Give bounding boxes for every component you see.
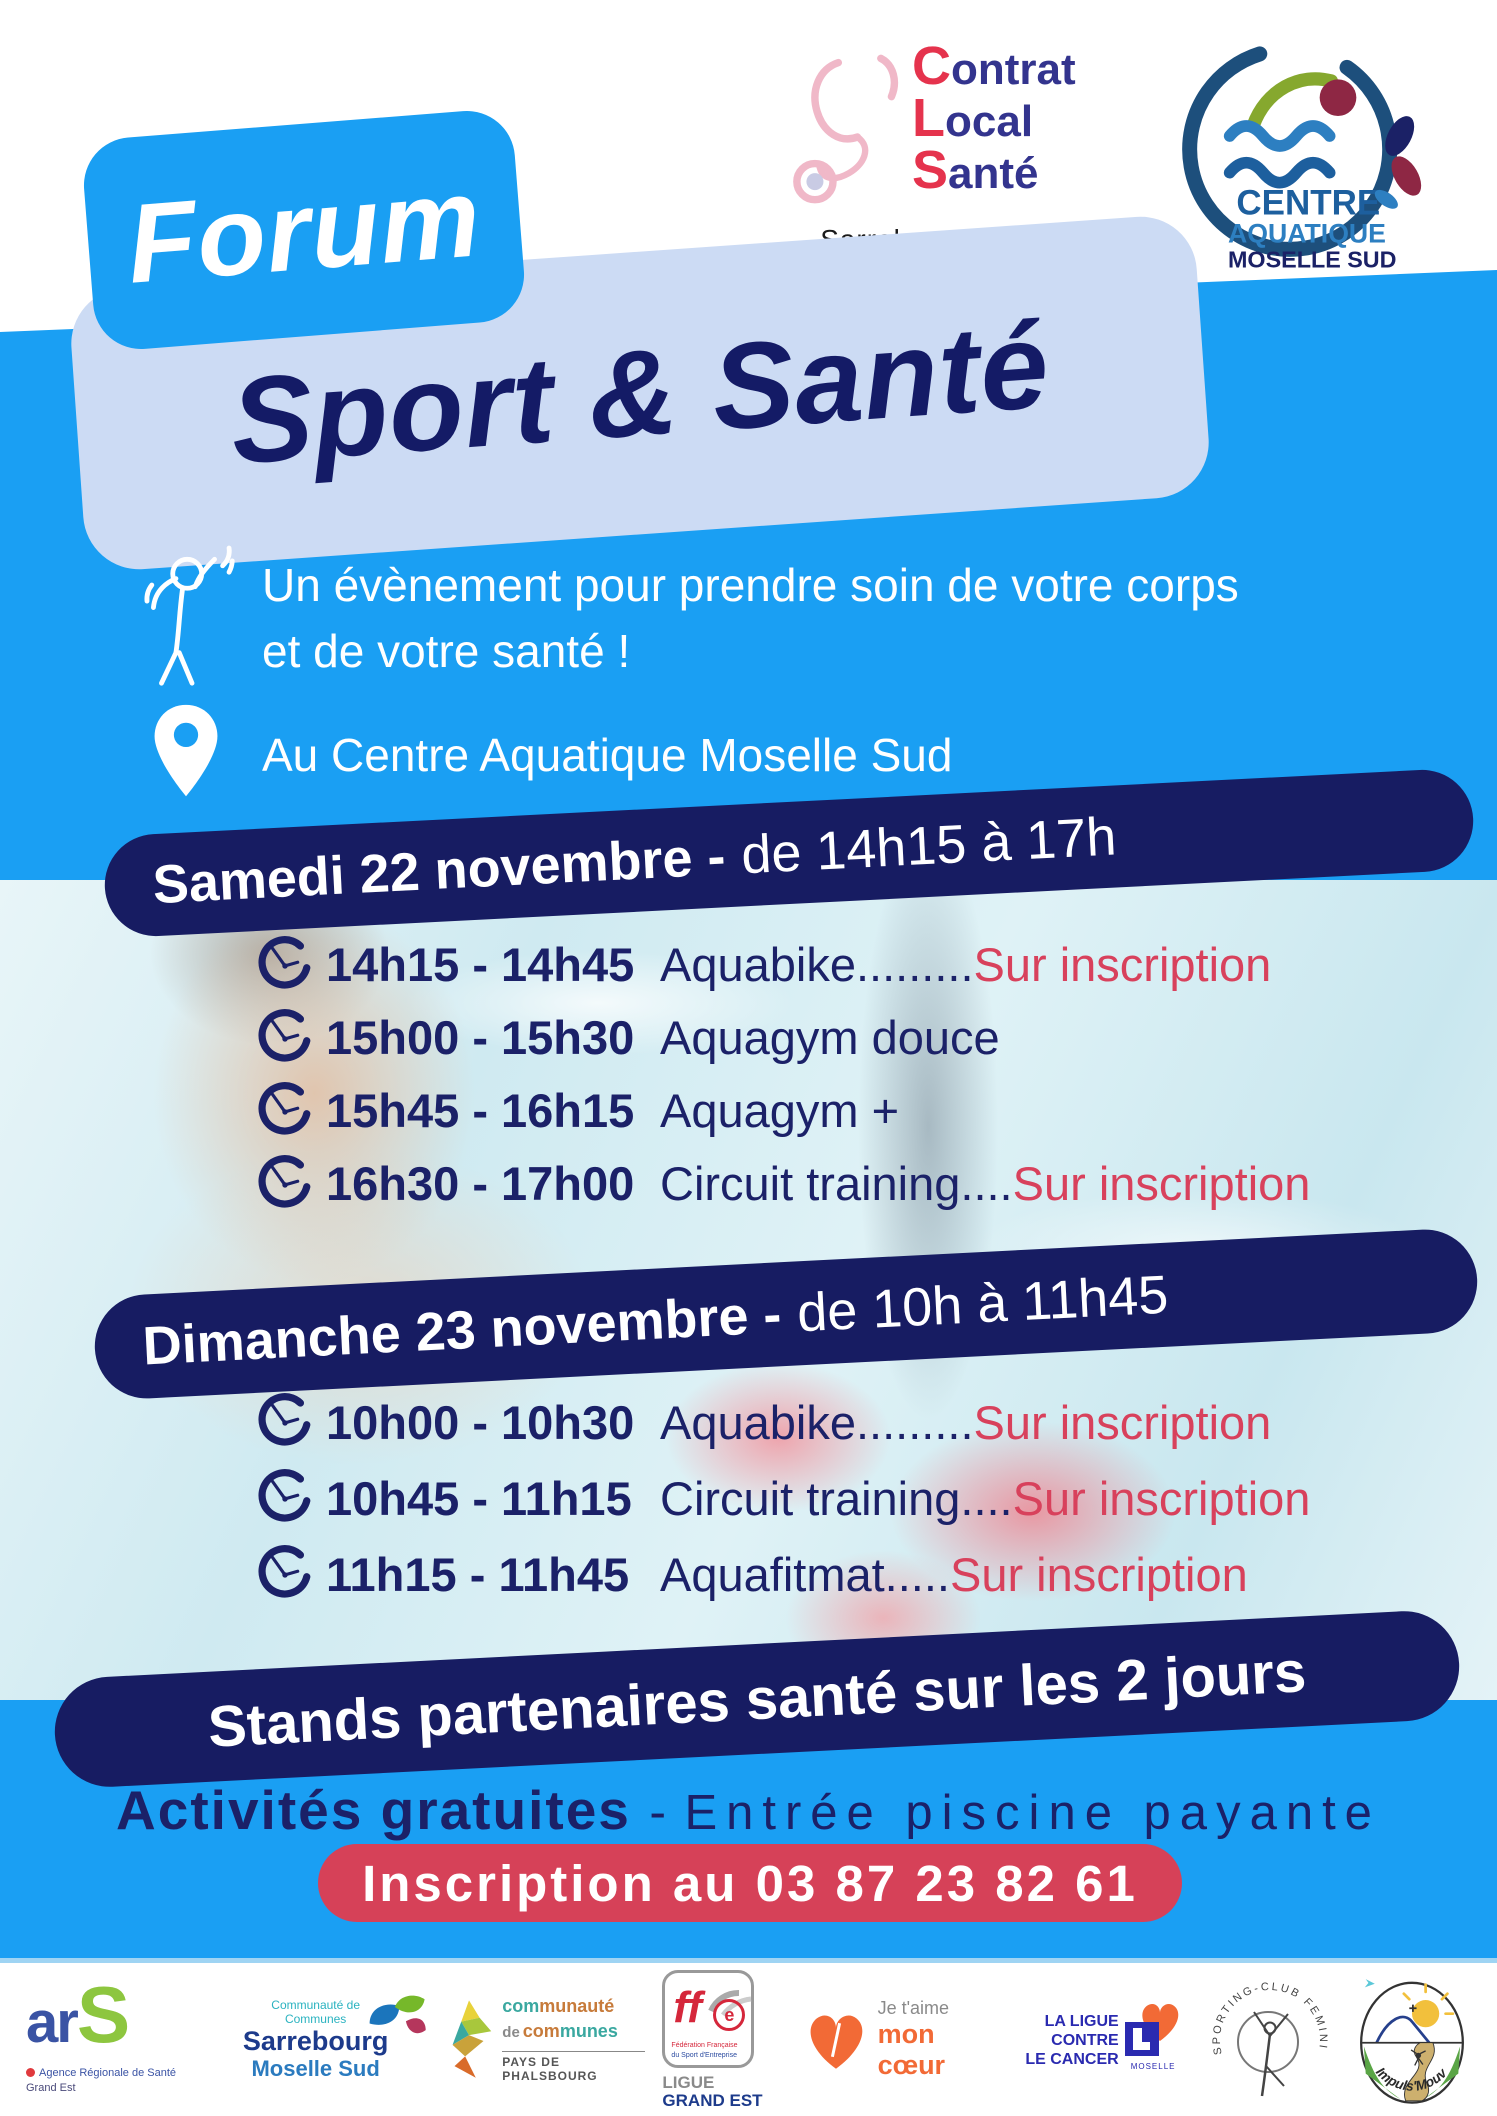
registration-cta: Inscription au 03 87 23 82 61 xyxy=(318,1844,1182,1922)
cam-line1: CENTRE xyxy=(1236,183,1380,222)
logo-cc-sarrebourg: Communauté de Communes Sarrebourg Mosell… xyxy=(208,1995,426,2082)
schedule-row: 10h00 - 10h30 Aquabike......... Sur insc… xyxy=(256,1384,1310,1460)
logo-cc-phalsbourg: communauté de communes PAYS DE PHALSBOURG xyxy=(440,1996,646,2083)
title-forum: Forum xyxy=(80,107,528,353)
logo-mon-coeur: Je t'aime mon cœur xyxy=(800,1998,985,2081)
location-pin-icon xyxy=(154,704,218,797)
clock-icon xyxy=(256,1545,314,1603)
cam-line2: AQUATIQUE xyxy=(1228,219,1386,249)
logo-impuls-mouv: Impuls'Mouv xyxy=(1353,1969,1471,2111)
saturday-schedule: 14h15 - 14h45 Aquabike......... Sur insc… xyxy=(256,928,1310,1220)
clock-icon xyxy=(256,936,314,994)
cls-initial-s: S xyxy=(912,140,949,200)
clock-icon xyxy=(256,1155,314,1213)
heart-icon xyxy=(810,2014,862,2069)
clock-icon xyxy=(256,1082,314,1140)
cls-initial-l: L xyxy=(912,88,945,148)
clock-icon xyxy=(256,1469,314,1527)
clock-icon xyxy=(256,1009,314,1067)
logo-sporting-club: SPORTING-CLUB FEMININ REDING xyxy=(1204,1974,1336,2106)
logo-ars: arS Agence Régionale de Santé Grand Est xyxy=(26,1969,176,2094)
svg-text:SPORTING-CLUB FEMININ REDING: SPORTING-CLUB FEMININ REDING xyxy=(1204,1974,1329,2056)
schedule-row: 10h45 - 11h15 Circuit training.... Sur i… xyxy=(256,1460,1310,1536)
logo-ffse: ff e Fédération Française du Sport d'Ent… xyxy=(662,1969,782,2110)
exercising-person-icon xyxy=(144,545,235,686)
schedule-row: 14h15 - 14h45 Aquabike......... Sur insc… xyxy=(256,928,1310,1001)
stethoscope-icon xyxy=(793,54,898,204)
cls-initial-c: C xyxy=(912,36,951,96)
sunday-schedule: 10h00 - 10h30 Aquabike......... Sur insc… xyxy=(256,1384,1310,1612)
schedule-row: 16h30 - 17h00 Circuit training.... Sur i… xyxy=(256,1147,1310,1220)
intro-line1: Un évènement pour prendre soin de votre … xyxy=(262,559,1239,611)
pricing-line: Activités gratuites - Entrée piscine pay… xyxy=(116,1779,1381,1841)
partners-footer: arS Agence Régionale de Santé Grand Est … xyxy=(0,1958,1497,2116)
logo-ligue-cancer: LA LIGUE CONTRE LE CANCER MOSELLE xyxy=(1002,1996,1187,2084)
crystal-icon xyxy=(452,1999,492,2078)
cls-logo-text: Contrat Local Santé xyxy=(912,36,1076,200)
centre-aquatique-logo: CENTRE AQUATIQUE MOSELLE SUD xyxy=(1168,26,1428,276)
schedule-row: 11h15 - 11h45 Aquafitmat..... Sur inscri… xyxy=(256,1536,1310,1612)
clock-icon xyxy=(256,1393,314,1451)
schedule-row: 15h45 - 16h15 Aquagym + xyxy=(256,1074,1310,1147)
ffse-badge: ff e Fédération Française du Sport d'Ent… xyxy=(662,1969,755,2068)
leaf-icon xyxy=(369,1995,426,2033)
ars-red-dot xyxy=(26,2068,35,2077)
ligue-cancer-mark: MOSELLE xyxy=(1124,1996,1187,2084)
cam-line3: MOSELLE SUD xyxy=(1228,247,1397,273)
schedule-row: 15h00 - 15h30 Aquagym douce xyxy=(256,1001,1310,1074)
location-text: Au Centre Aquatique Moselle Sud xyxy=(262,729,953,781)
intro-line2: et de votre santé ! xyxy=(262,625,631,677)
